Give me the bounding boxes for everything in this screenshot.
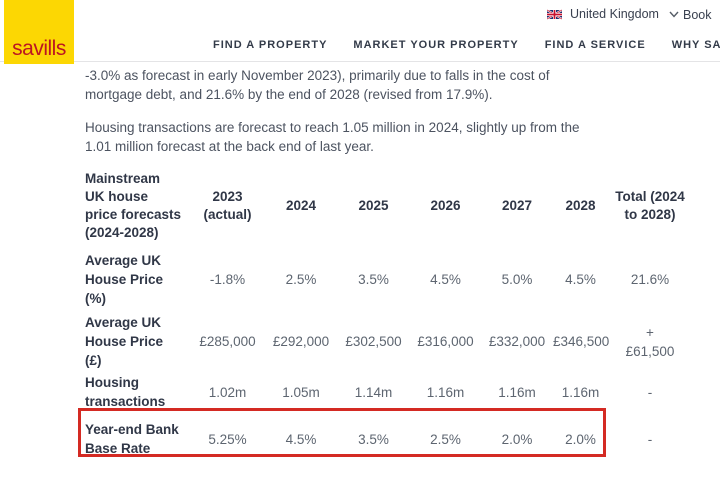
table-cell: 1.05m	[282, 384, 320, 400]
table-cell	[608, 464, 692, 480]
row-label: Average UK House Price (%)	[85, 252, 164, 306]
table-row-highlighted: Year-end Bank Base Rate 5.25% 4.5% 3.5% …	[85, 414, 692, 464]
table-cell: £292,000	[272, 334, 330, 349]
paragraph-line: -3.0% as forecast in early November 2023…	[85, 68, 550, 83]
table-cell: 1.16m	[426, 384, 465, 400]
table-cell: 5.25%	[208, 431, 247, 447]
table-cell: £316,000	[417, 334, 474, 349]
table-cell: £332,000	[488, 334, 546, 349]
column-header: 2024	[285, 198, 317, 213]
table-cell: 1.02m	[208, 384, 247, 400]
savills-logo-text: savills	[12, 37, 66, 60]
chevron-down-icon	[669, 11, 679, 18]
column-header: 2023 (actual)	[203, 189, 252, 222]
table-cell: 3.5%	[358, 271, 389, 287]
header-divider	[0, 61, 720, 62]
article-body: -3.0% as forecast in early November 2023…	[85, 66, 645, 170]
nav-item-market-your-property[interactable]: MARKET YOUR PROPERTY	[353, 39, 519, 51]
table-cell: 3.5%	[358, 431, 389, 447]
forecast-table: Mainstream UK house price forecasts (202…	[85, 167, 692, 480]
table-header-row: Mainstream UK house price forecasts (202…	[85, 167, 692, 245]
table-cell	[190, 464, 265, 480]
table-cell: 1.14m	[354, 384, 393, 400]
paragraph-line: 1.01 million forecast at the back end of…	[85, 139, 374, 154]
table-cell	[337, 464, 410, 480]
table-cell: 4.5%	[430, 271, 461, 287]
table-cell: -	[647, 384, 653, 400]
table-cell: £285,000	[199, 334, 256, 349]
paragraph-line: mortgage debt, and 21.6% by the end of 2…	[85, 87, 493, 102]
table-cell: 2.5%	[430, 431, 461, 447]
column-header: 2026	[430, 198, 461, 213]
table-cell: 2.5%	[285, 271, 317, 287]
column-header: 2027	[501, 198, 533, 213]
main-nav: FIND A PROPERTY MARKET YOUR PROPERTY FIN…	[213, 39, 720, 51]
paragraph: Housing transactions are forecast to rea…	[85, 118, 645, 156]
row-label: Nominal	[85, 464, 190, 480]
table-row: Average UK House Price (£) £285,000 £292…	[85, 313, 692, 370]
table-cell: + £61,500	[625, 324, 675, 359]
table-cell: £302,500	[345, 334, 402, 349]
table-cell: -1.8%	[209, 271, 246, 287]
table-cell: £346,500	[553, 334, 610, 349]
column-header: Total (2024 to 2028)	[615, 189, 685, 222]
nav-item-why-savills[interactable]: WHY SAVILLS	[671, 39, 720, 51]
table-cell	[410, 464, 481, 480]
table-cell	[481, 464, 553, 480]
table-row: Nominal	[85, 464, 692, 480]
table-row: Average UK House Price (%) -1.8% 2.5% 3.…	[85, 245, 692, 313]
region-label: United Kingdom	[570, 7, 659, 21]
table-cell: 1.16m	[561, 384, 600, 400]
nav-item-find-a-property[interactable]: FIND A PROPERTY	[213, 39, 328, 51]
table-cell	[265, 464, 337, 480]
table-cell: -	[647, 431, 653, 447]
table-cell: 4.5%	[565, 271, 596, 287]
uk-flag-icon	[547, 8, 562, 20]
row-label: Average UK House Price (£)	[85, 315, 164, 368]
column-header: Mainstream UK house price forecasts (202…	[85, 171, 182, 240]
table-cell: 21.6%	[630, 271, 670, 287]
nav-item-find-a-service[interactable]: FIND A SERVICE	[544, 39, 646, 51]
column-header: 2028	[565, 198, 596, 213]
column-header: 2025	[358, 198, 389, 213]
table-cell: 2.0%	[501, 431, 533, 447]
table-cell: 2.0%	[565, 431, 596, 447]
paragraph: -3.0% as forecast in early November 2023…	[85, 66, 645, 104]
region-selector[interactable]: United Kingdom	[547, 7, 679, 21]
savills-logo[interactable]: savills	[4, 0, 74, 64]
row-label: Year-end Bank Base Rate	[85, 422, 179, 456]
paragraph-line: Housing transactions are forecast to rea…	[85, 120, 580, 135]
table-cell	[553, 464, 608, 480]
book-link[interactable]: Book	[683, 8, 712, 22]
table-cell: 5.0%	[501, 271, 533, 287]
row-label: Housing transactions	[85, 375, 166, 409]
table-row: Housing transactions 1.02m 1.05m 1.14m 1…	[85, 370, 692, 414]
table-cell: 1.16m	[498, 384, 536, 400]
table-cell: 4.5%	[285, 431, 317, 447]
